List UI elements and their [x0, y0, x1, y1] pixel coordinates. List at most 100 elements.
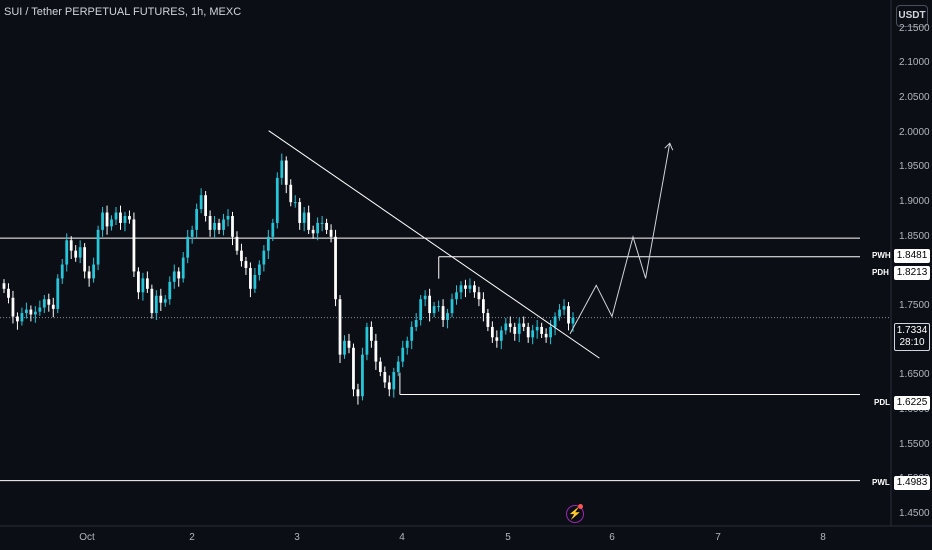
- symbol-title: SUI / Tether PERPETUAL FUTURES, 1h, MEXC: [4, 6, 242, 18]
- candle-body: [405, 340, 409, 348]
- candle-body: [29, 309, 33, 315]
- candle-body: [20, 313, 24, 322]
- candle-body: [213, 222, 216, 230]
- candle-body: [513, 326, 517, 334]
- price-tick: 1.4500: [899, 508, 930, 520]
- candle-body: [508, 323, 512, 327]
- candle-body: [571, 317, 575, 324]
- candle-body: [365, 326, 369, 355]
- price-tick: 1.9000: [899, 196, 930, 208]
- candle-body: [226, 216, 230, 220]
- candle-body: [558, 309, 561, 317]
- candle-body: [231, 216, 234, 237]
- candle-body: [455, 292, 458, 300]
- candle-body: [284, 160, 288, 185]
- candle-body: [47, 299, 51, 305]
- time-tick: 6: [609, 532, 615, 543]
- pwh-tag: PWH: [872, 251, 891, 260]
- candle-body: [549, 326, 552, 338]
- candle-body: [141, 278, 145, 293]
- time-tick: 2: [189, 532, 195, 543]
- candle-body: [329, 229, 333, 237]
- candle-body: [302, 212, 306, 223]
- candle-body: [383, 372, 387, 383]
- pdl-price-label: 1.6225: [894, 396, 930, 410]
- candle-body: [101, 212, 104, 230]
- candle-body: [499, 330, 503, 341]
- usdt-currency-button[interactable]: USDT: [896, 5, 928, 27]
- candle-body: [347, 340, 351, 348]
- candle-body: [217, 222, 221, 230]
- pdl-tag: PDL: [874, 398, 890, 407]
- candle-body: [190, 229, 194, 237]
- candle-body: [482, 299, 485, 314]
- candle-body: [25, 309, 28, 314]
- candle-body: [446, 313, 449, 320]
- candle-body: [531, 330, 535, 338]
- candle-body: [562, 306, 566, 310]
- candle-body: [60, 264, 64, 279]
- candle-body: [450, 299, 454, 314]
- candle-body: [553, 316, 557, 327]
- candle-body: [419, 299, 423, 320]
- candle-body: [334, 236, 337, 300]
- candle-body: [168, 281, 172, 300]
- candle-body: [132, 219, 136, 272]
- candle-body: [7, 288, 10, 298]
- candle-body: [428, 295, 432, 314]
- candle-body: [253, 274, 257, 289]
- descending-trendline: [268, 130, 600, 359]
- candle-body: [540, 326, 544, 334]
- projection-arrowhead: [664, 142, 674, 151]
- candle-body: [266, 236, 270, 251]
- candle-body: [150, 288, 154, 314]
- candle-body: [517, 323, 521, 334]
- candle-body: [477, 292, 481, 300]
- candle-body: [51, 304, 55, 309]
- candle-body: [338, 299, 342, 355]
- candle-body: [504, 323, 508, 331]
- candle-body: [110, 219, 113, 227]
- candle-body: [159, 295, 163, 303]
- candle-body: [128, 216, 131, 220]
- candle-body: [374, 340, 378, 362]
- candle-body: [535, 326, 539, 331]
- candle-body: [343, 340, 346, 355]
- candle-body: [311, 229, 315, 234]
- candle-body: [83, 247, 87, 272]
- candle-body: [325, 222, 328, 230]
- candle-body: [280, 160, 284, 178]
- candle-body: [378, 361, 382, 372]
- candle-body: [567, 306, 570, 324]
- candle-body: [414, 320, 418, 327]
- price-tick: 1.9500: [899, 161, 930, 173]
- candle-body: [392, 372, 396, 390]
- candle-body: [16, 316, 19, 322]
- candle-body: [298, 202, 302, 223]
- candle-body: [177, 271, 181, 279]
- candle-body: [249, 268, 252, 289]
- candle-body: [208, 216, 212, 230]
- candle-body: [522, 323, 526, 327]
- candle-body: [222, 219, 225, 230]
- candle-body: [495, 337, 499, 341]
- candle-body: [172, 271, 176, 282]
- candle-body: [432, 306, 436, 314]
- candle-body: [33, 311, 37, 315]
- lightning-icon[interactable]: ⚡: [566, 505, 584, 523]
- candle-body: [262, 250, 266, 265]
- candle-body: [526, 326, 530, 338]
- candle-body: [486, 313, 490, 327]
- candle-body: [410, 326, 414, 341]
- candle-body: [369, 326, 373, 341]
- pdh-tag: PDH: [872, 268, 889, 277]
- candle-body: [87, 271, 91, 279]
- candle-body: [11, 297, 15, 317]
- pwl-tag: PWL: [872, 478, 890, 487]
- time-tick: 4: [399, 532, 405, 543]
- current-price-value: 1.7334: [896, 325, 928, 336]
- notification-dot: [578, 504, 583, 509]
- candle-body: [74, 250, 78, 258]
- candle-body: [204, 195, 208, 216]
